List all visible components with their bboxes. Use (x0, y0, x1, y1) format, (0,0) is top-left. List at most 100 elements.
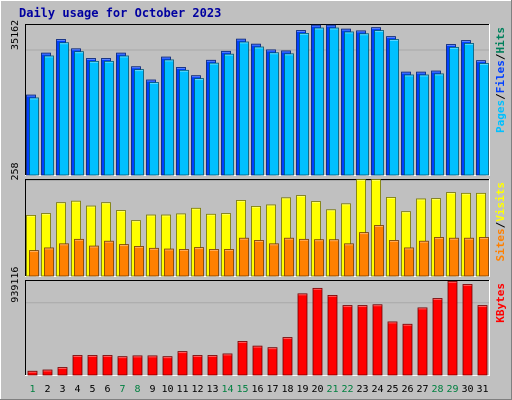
bar-kbytes-5 (87, 355, 98, 376)
bar-kbytes-3-highlight (58, 367, 67, 370)
bar-sites-10 (164, 248, 174, 277)
bar-kbytes-19-body (298, 293, 307, 375)
bar-pages-31-highlight (479, 63, 489, 66)
side-label-separator: / (494, 53, 507, 60)
bar-pages-8 (134, 69, 144, 176)
bar-pages-1-body (29, 97, 39, 175)
bar-kbytes-7-outline (117, 356, 128, 376)
bar-kbytes-4 (72, 355, 83, 376)
bar-sites-3-highlight (59, 243, 69, 246)
side-label-files: Files (494, 60, 507, 93)
bar-kbytes-30-body (463, 284, 472, 375)
bar-sites-16-highlight (254, 240, 264, 242)
bar-visits-9-highlight (146, 215, 156, 217)
bar-pages-15-body (239, 42, 249, 175)
bar-visits-22-highlight (341, 203, 351, 206)
bar-files-14-highlight (221, 51, 231, 53)
panel-top-y-tick-label: 35162 (10, 20, 21, 50)
bar-files-17-highlight (266, 49, 276, 52)
bar-pages-6-outline (104, 60, 114, 176)
bar-visits-4-body (71, 201, 81, 276)
bar-visits-13-body (206, 214, 216, 276)
bar-sites-16 (254, 240, 264, 277)
bar-kbytes-10-body (163, 356, 172, 375)
x-tick-label-24: 24 (371, 384, 383, 395)
x-tick-label-5: 5 (89, 384, 95, 395)
bar-sites-27 (419, 240, 429, 277)
bar-pages-17 (269, 52, 279, 176)
bar-pages-25-body (389, 39, 399, 175)
bar-pages-23-body (359, 33, 369, 176)
bar-visits-31-highlight (476, 193, 486, 195)
bar-kbytes-20-highlight (313, 288, 322, 290)
bar-kbytes-11-outline (177, 351, 188, 376)
bar-sites-31 (479, 237, 489, 277)
bar-kbytes-29 (447, 280, 458, 376)
bar-pages-30-highlight (464, 43, 474, 45)
bar-kbytes-31 (477, 305, 488, 376)
bar-pages-14-highlight (224, 54, 234, 56)
bar-pages-26-body (404, 74, 414, 175)
side-label-hits: Hits (494, 27, 507, 54)
bar-sites-30-highlight (464, 238, 474, 240)
x-tick-label-25: 25 (386, 384, 398, 395)
bar-sites-1-body (29, 250, 39, 276)
bar-visits-26-body (401, 211, 411, 276)
bar-pages-15 (239, 41, 249, 176)
panel-middle-side-label: Sites/Visits (494, 182, 507, 262)
bar-sites-28-body (434, 237, 444, 276)
bar-sites-22-outline (344, 243, 354, 277)
bar-pages-23-highlight (359, 33, 369, 36)
bar-pages-11-highlight (179, 70, 189, 72)
bar-sites-19 (299, 238, 309, 277)
x-tick-label-28: 28 (431, 384, 443, 395)
bar-kbytes-8-highlight (133, 355, 142, 358)
bar-kbytes-16-highlight (253, 346, 262, 348)
bar-kbytes-27-outline (417, 307, 428, 376)
bar-visits-20-highlight (311, 201, 321, 204)
bar-pages-9-highlight (149, 82, 159, 85)
x-tick-label-15: 15 (236, 384, 248, 395)
bar-files-30-highlight (461, 40, 471, 43)
bar-sites-17-outline (269, 243, 279, 277)
bar-visits-19-highlight (296, 195, 306, 198)
bar-sites-27-highlight (419, 241, 429, 243)
bar-sites-22-highlight (344, 243, 354, 246)
bar-sites-30-body (464, 238, 474, 276)
bar-kbytes-7-body (118, 356, 127, 375)
bar-sites-19-body (299, 239, 309, 276)
bar-pages-2-body (44, 55, 54, 175)
bar-visits-3-body (56, 202, 66, 276)
bar-visits-27-body (416, 198, 426, 276)
bar-sites-24-highlight (374, 225, 384, 228)
bar-pages-5-body (89, 61, 99, 175)
bar-kbytes-14-body (223, 353, 232, 375)
bar-kbytes-12 (192, 355, 203, 376)
bar-sites-20-highlight (314, 239, 324, 242)
bar-sites-26-highlight (404, 247, 414, 250)
bar-pages-4-body (74, 51, 84, 175)
bar-visits-9-body (146, 215, 156, 276)
bar-visits-7-highlight (116, 210, 126, 213)
bar-kbytes-3-body (58, 367, 67, 375)
bar-kbytes-10 (162, 356, 173, 376)
bar-kbytes-14-highlight (223, 353, 232, 356)
bar-sites-25-outline (389, 240, 399, 277)
bar-pages-8-body (134, 69, 144, 175)
bar-kbytes-10-highlight (163, 356, 172, 359)
bar-pages-19-highlight (299, 33, 309, 35)
bar-pages-10-highlight (164, 59, 174, 62)
bar-pages-13-body (209, 63, 219, 176)
bar-kbytes-26 (402, 323, 413, 376)
bar-files-25-highlight (386, 36, 396, 39)
bar-pages-17-highlight (269, 52, 279, 55)
bar-pages-16-body (254, 47, 264, 175)
bar-sites-26-outline (404, 247, 414, 277)
bar-kbytes-21 (327, 294, 338, 376)
chart-panels: 35162Pages/Files/Hits258Sites/Visits9391… (10, 20, 507, 376)
bar-visits-1-body (26, 215, 36, 276)
bar-sites-23-body (359, 232, 369, 276)
bar-files-23-highlight (356, 30, 366, 33)
bar-pages-18-outline (284, 53, 294, 176)
bar-files-2-highlight (41, 53, 51, 55)
